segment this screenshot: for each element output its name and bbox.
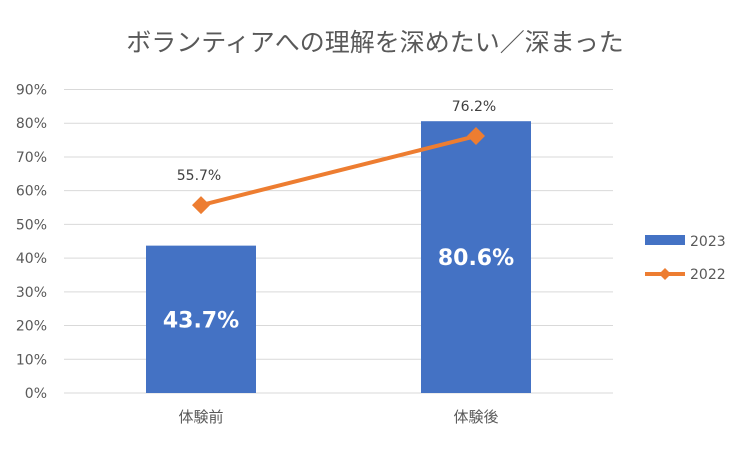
- line-series: 55.7% 76.2%: [177, 99, 496, 215]
- y-tick-label: 80%: [16, 116, 47, 132]
- y-tick-label: 90%: [16, 83, 47, 99]
- legend: 2023 2022: [645, 234, 726, 283]
- bar-data-label: 80.6%: [438, 246, 514, 271]
- line-data-label: 76.2%: [452, 99, 496, 115]
- legend-label: 2023: [690, 234, 726, 250]
- bar: [146, 245, 256, 393]
- y-tick-label: 60%: [16, 184, 47, 200]
- x-category-label: 体験後: [453, 408, 498, 426]
- x-axis-categories: 体験前 体験後: [178, 408, 498, 426]
- y-tick-label: 30%: [16, 285, 47, 301]
- legend-swatch-bar: [645, 235, 685, 245]
- chart-title: ボランティアへの理解を深めたい／深まった: [126, 28, 624, 57]
- y-tick-label: 20%: [16, 319, 47, 335]
- y-tick-label: 0%: [25, 386, 47, 402]
- bar-data-label: 43.7%: [163, 308, 239, 333]
- line-marker: [192, 196, 210, 215]
- y-tick-label: 10%: [16, 352, 47, 368]
- bars: 43.7% 80.6%: [146, 121, 531, 394]
- y-axis-ticks: 0% 10% 20% 30% 40% 50% 60% 70% 80% 90%: [16, 83, 47, 403]
- x-category-label: 体験前: [178, 408, 223, 426]
- bar: [421, 121, 531, 394]
- legend-label: 2022: [690, 267, 726, 283]
- line-marker: [467, 127, 485, 146]
- line-data-label: 55.7%: [177, 168, 221, 184]
- y-tick-label: 40%: [16, 251, 47, 267]
- y-tick-label: 70%: [16, 150, 47, 166]
- y-tick-label: 50%: [16, 217, 47, 233]
- legend-marker: [659, 268, 671, 280]
- line-path: [200, 134, 477, 208]
